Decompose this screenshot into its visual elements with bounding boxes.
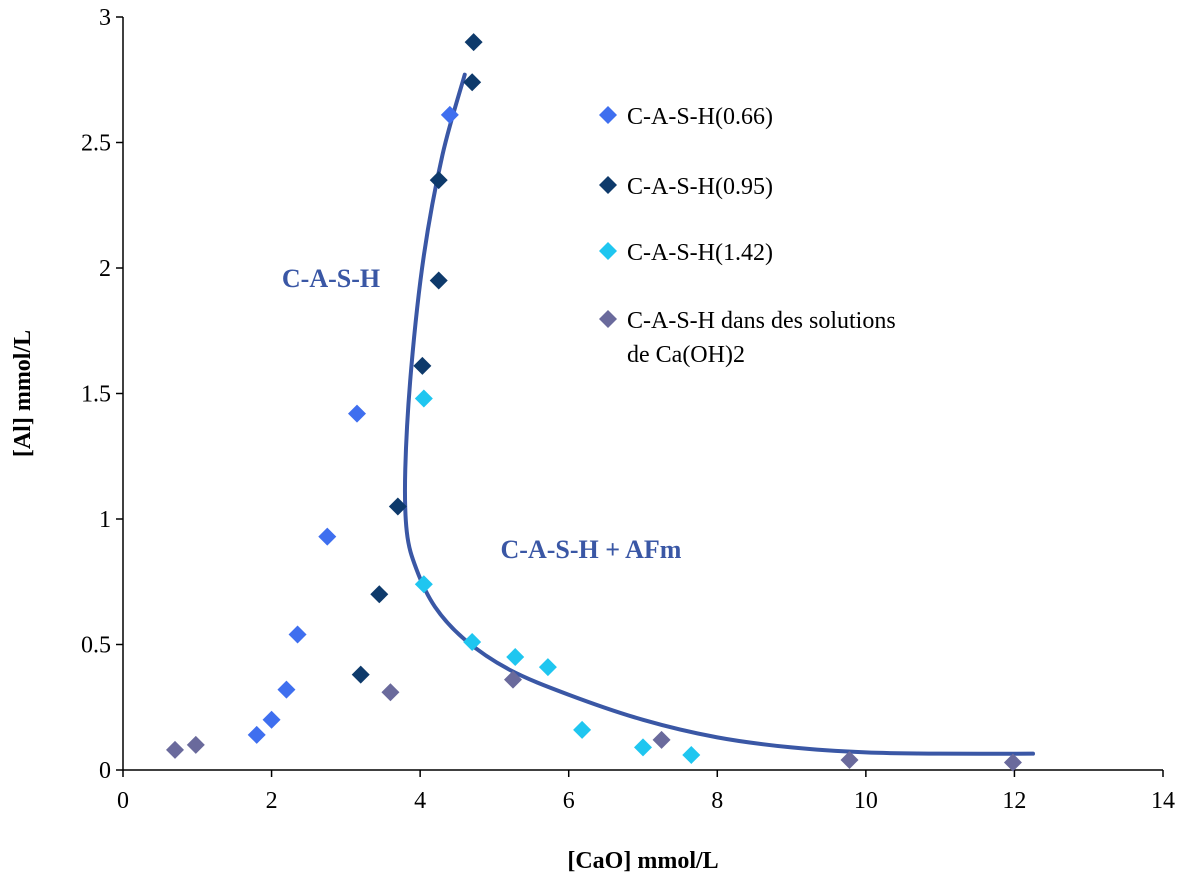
- data-point-series-1: [318, 527, 337, 546]
- data-point-series-2: [463, 73, 482, 92]
- data-point-series-1: [288, 625, 307, 644]
- data-point-series-2: [429, 171, 448, 190]
- x-tick-label: 6: [563, 788, 575, 814]
- data-point-series-4: [1003, 753, 1022, 772]
- y-tick-label: 3: [99, 5, 111, 31]
- x-tick-label: 0: [117, 788, 129, 814]
- data-point-series-3: [634, 738, 652, 757]
- x-ticks: 0 2 4 6 8 10 12 14: [117, 770, 1175, 814]
- y-tick-label: 0.5: [81, 633, 111, 659]
- data-points: [166, 33, 1022, 772]
- data-point-series-2: [388, 497, 407, 516]
- data-point-series-2: [351, 665, 370, 684]
- region-annotations: C-A-S-H C-A-S-H + AFm: [282, 264, 682, 564]
- axes: 0 2 4 6 8 10 12 14 0 0.5 1 1.5 2 2.5 3: [81, 5, 1175, 814]
- region-label-1: C-A-S-H: [282, 264, 380, 293]
- y-tick-label: 2: [99, 256, 111, 282]
- legend-label-series-4: C-A-S-H dans des solutions: [627, 308, 896, 334]
- region-label-2: C-A-S-H + AFm: [501, 535, 682, 564]
- legend: C-A-S-H(0.66) C-A-S-H(0.95) C-A-S-H(1.42) C…: [599, 104, 896, 368]
- data-point-series-4: [652, 730, 671, 749]
- data-point-series-3: [414, 575, 433, 594]
- data-point-series-3: [573, 720, 592, 739]
- legend-marker-series-4: [599, 310, 617, 328]
- y-tick-label: 2.5: [81, 131, 111, 157]
- data-point-series-4: [504, 670, 522, 689]
- data-point-series-3: [682, 745, 701, 764]
- x-tick-label: 2: [266, 788, 278, 814]
- y-ticks: 0 0.5 1 1.5 2 2.5 3: [81, 5, 123, 784]
- data-point-series-3: [506, 648, 525, 667]
- data-point-series-4: [381, 683, 400, 702]
- data-point-series-1: [348, 404, 366, 423]
- data-point-series-4: [186, 735, 205, 754]
- legend-label-series-1: C-A-S-H(0.66): [627, 104, 773, 130]
- legend-label-series-2: C-A-S-H(0.95): [627, 174, 773, 200]
- legend-label-series-3: C-A-S-H(1.42): [627, 240, 773, 266]
- data-point-series-2: [429, 271, 448, 290]
- legend-marker-series-1: [599, 106, 617, 124]
- data-point-series-3: [538, 658, 557, 677]
- x-tick-label: 8: [711, 788, 723, 814]
- y-tick-label: 1: [99, 507, 111, 533]
- data-point-series-1: [277, 680, 296, 699]
- x-tick-label: 14: [1151, 788, 1175, 814]
- legend-marker-series-3: [599, 242, 617, 260]
- x-tick-label: 10: [854, 788, 878, 814]
- data-point-series-2: [370, 585, 389, 604]
- x-tick-label: 12: [1002, 788, 1026, 814]
- data-point-series-3: [414, 389, 433, 408]
- y-axis-title: [Al] mmol/L: [10, 330, 36, 457]
- data-point-series-4: [166, 740, 184, 759]
- x-tick-label: 4: [414, 788, 426, 814]
- data-point-series-1: [440, 105, 459, 124]
- legend-label-series-4: de Ca(OH)2: [627, 342, 745, 368]
- y-tick-label: 1.5: [81, 382, 111, 408]
- data-point-series-1: [262, 710, 281, 729]
- data-point-series-2: [413, 356, 432, 375]
- x-axis-title: [CaO] mmol/L: [567, 848, 718, 874]
- legend-marker-series-2: [599, 176, 617, 194]
- y-tick-label: 0: [99, 758, 111, 784]
- data-point-series-3: [463, 632, 482, 651]
- data-point-series-4: [840, 750, 859, 769]
- data-point-series-2: [464, 33, 483, 52]
- fit-curve: [402, 72, 1035, 756]
- data-point-series-1: [247, 725, 266, 744]
